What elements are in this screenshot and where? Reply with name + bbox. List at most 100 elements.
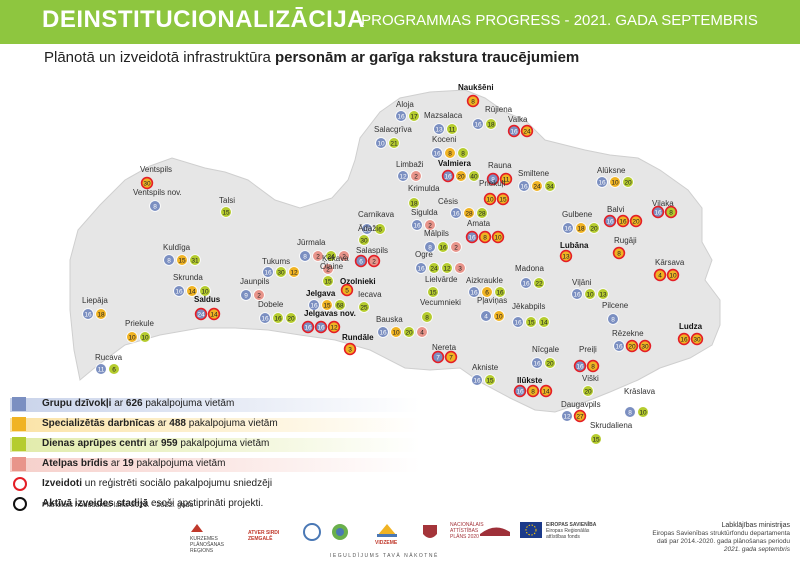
legend-atelpas: Atelpas brīdis ar 19 pakalpojuma vietām [10, 455, 430, 475]
badge-dienas [485, 118, 497, 130]
vidzeme-logo: VIDZEME [375, 522, 415, 546]
badge-value: 18 [577, 225, 585, 232]
badge-value: 16 [433, 150, 441, 157]
badge-value: 16 [474, 121, 482, 128]
badge-darbnicas [340, 283, 354, 297]
place-label: Alūksne [597, 166, 626, 175]
place-label: Ventspils [140, 165, 172, 174]
place-rezekne: Rēzekne 16 20 30 [612, 329, 652, 353]
place-label: Liepāja [82, 296, 108, 305]
badge-value: 14 [542, 388, 550, 395]
badge-value: 8 [471, 98, 475, 105]
badge-darbnicas [455, 170, 467, 182]
badge-atelpas [322, 263, 334, 275]
eu-fund-logo: EIROPAS SAVIENĪBA Eiropas Reģionālās att… [546, 522, 606, 540]
place-ventspils-nov: Ventspils nov. 8 [133, 188, 182, 212]
badge-value: 2 [342, 253, 346, 260]
place-label: Jēkabpils [512, 302, 545, 311]
place-label: Koceni [432, 135, 457, 144]
emblem-logo-2 [330, 522, 350, 544]
place-label: Saldus [194, 295, 221, 304]
badge-dienas [590, 433, 602, 445]
place-label: Sigulda [411, 208, 438, 217]
badge-value: 20 [546, 360, 554, 367]
legend-atelpas-mid: ar [110, 458, 123, 469]
badge-dienas [441, 262, 453, 274]
badge-value: 68 [336, 302, 344, 309]
place-label: Jelgavas nov. [304, 309, 356, 318]
badge-grupu [397, 170, 409, 182]
footer-date: 2021. gada septembris [723, 546, 790, 553]
badge-value: 18 [487, 121, 495, 128]
legend-dienas-mid: ar [149, 438, 161, 449]
place-ogre: Ogre 16 24 12 3 [415, 250, 466, 274]
badge-atelpas [450, 241, 462, 253]
badge-darbnicas [677, 332, 691, 346]
legend-darbnicas-swatch [12, 417, 26, 431]
place-label: Cēsis [438, 197, 458, 206]
badge-dienas [476, 207, 488, 219]
badge-value: 7 [449, 354, 453, 361]
place-label: Rēzekne [612, 329, 644, 338]
badge-darbnicas [481, 286, 493, 298]
badge-value: 12 [330, 324, 338, 331]
place-label: Madona [515, 264, 544, 273]
place-label: Valka [508, 115, 528, 124]
badge-grupu [513, 384, 527, 398]
place-label: Viški [582, 374, 599, 383]
badge-dienas [494, 286, 506, 298]
badge-atelpas [410, 170, 422, 182]
badge-value: 10 [128, 334, 136, 341]
badge-grupu [354, 254, 368, 268]
badge-dienas [403, 326, 415, 338]
place-label: Krimulda [408, 184, 440, 193]
badge-dienas [421, 311, 433, 323]
badge-value: 10 [201, 288, 209, 295]
place-balvi: Balvi 16 16 20 [603, 205, 643, 228]
badge-value: 16 [654, 209, 662, 216]
badge-value: 2 [454, 244, 458, 251]
place-cesis: Cēsis 16 28 28 [438, 197, 488, 219]
nap-logo: NACIONĀLAIS ATTĪSTĪBAS PLĀNS 2020 [450, 522, 484, 540]
badge-value: 20 [628, 343, 636, 350]
place-jaunpils: Jaunpils 9 2 [240, 277, 269, 301]
badge-value: 16 [564, 225, 572, 232]
badge-value: 15 [486, 377, 494, 384]
badge-darbnicas [612, 246, 626, 260]
place-madona: Madona 16 22 [515, 264, 545, 289]
place-label: Skrunda [173, 273, 203, 282]
badge-value: 16 [452, 210, 460, 217]
badge-value: 14 [540, 319, 548, 326]
badge-value: 16 [317, 324, 325, 331]
place-rucava: Rucava 11 6 [95, 353, 123, 375]
latvia-flag-icon [480, 522, 510, 538]
badge-grupu [240, 289, 252, 301]
badge-grupu [480, 310, 492, 322]
badge-value: 2 [372, 258, 376, 265]
legend-izveidoti: Izveidoti un reģistrēti sociālo pakalpoj… [10, 475, 430, 495]
badge-value: 16 [413, 222, 421, 229]
place-label: Bauska [376, 315, 403, 324]
badge-value: 27 [576, 413, 584, 420]
badge-darbnicas [478, 230, 492, 244]
badge-darbnicas [653, 268, 667, 282]
badge-dienas [637, 406, 649, 418]
badge-grupu [424, 241, 436, 253]
badge-value: 15 [324, 278, 332, 285]
place-aloja: Aloja 16 17 [395, 100, 420, 122]
badge-grupu [411, 219, 423, 231]
place-vecumnieki: Vecumnieki 8 [420, 298, 461, 323]
place-aizkraukle: Aizkraukle 16 6 16 [466, 276, 506, 298]
badge-grupu [259, 312, 271, 324]
badge-atelpas [424, 219, 436, 231]
badge-darbnicas [499, 172, 513, 186]
place-label: Vecumnieki [420, 298, 461, 307]
badge-darbnicas [575, 222, 587, 234]
legend-grupu-swatch [12, 397, 26, 411]
eu-fund-text: Eiropas Reģionālās attīstības fonds [546, 528, 590, 540]
badge-dienas [358, 234, 370, 246]
badge-value: 20 [624, 179, 632, 186]
badge-darbnicas [573, 409, 587, 423]
badge-value: 16 [533, 360, 541, 367]
